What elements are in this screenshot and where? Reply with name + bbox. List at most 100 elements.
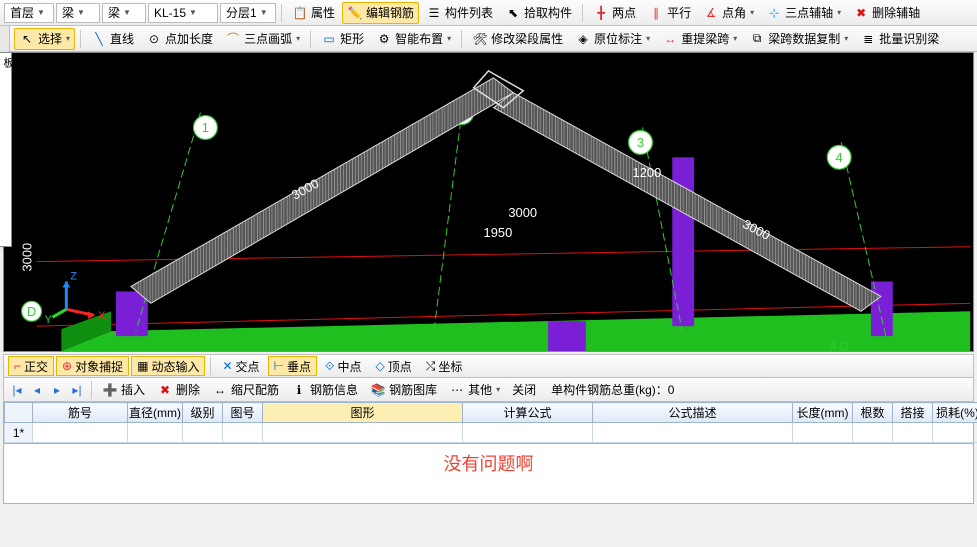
col-1[interactable]: 直径(mm) xyxy=(128,403,183,423)
cell-1-10[interactable] xyxy=(933,423,977,443)
list-icon: ☰ xyxy=(426,5,442,21)
modify-segment-button[interactable]: 🛠修改梁段属性 xyxy=(467,28,568,50)
other-icon: ⋯ xyxy=(449,382,465,398)
span-copy-button[interactable]: ⧉梁跨数据复制▾ xyxy=(744,28,853,50)
line-button[interactable]: ╲直线 xyxy=(86,28,139,50)
osnap-toggle[interactable]: ⊕对象捕捉 xyxy=(56,356,129,376)
three-point-aux-button[interactable]: ⊹三点辅轴▾ xyxy=(761,2,846,24)
cursor-icon: ↖ xyxy=(19,31,35,47)
svg-text:3000: 3000 xyxy=(508,205,537,220)
info-icon: ℹ xyxy=(291,382,307,398)
svg-text:1200: 1200 xyxy=(633,165,662,180)
model-viewport[interactable]: 1 2 3 4 3000 3000 1950 1200 3000 3000 D … xyxy=(3,52,974,352)
batch-identify-button[interactable]: ≣批量识别梁 xyxy=(855,28,944,50)
floor-dropdown[interactable]: 首层▼ xyxy=(4,3,54,23)
svg-text:3: 3 xyxy=(637,135,644,150)
cell-1-8[interactable] xyxy=(853,423,893,443)
edit-rebar-button[interactable]: ✏️编辑钢筋 xyxy=(342,2,419,24)
col-8[interactable]: 根数 xyxy=(853,403,893,423)
cell-1-5[interactable] xyxy=(463,423,593,443)
vertex-button[interactable]: ◇顶点 xyxy=(370,356,418,376)
delete-button[interactable]: ✖删除 xyxy=(152,379,205,401)
two-point-button[interactable]: ╋两点 xyxy=(588,2,641,24)
parallel-icon: ∥ xyxy=(648,5,664,21)
rebar-info-button[interactable]: ℹ钢筋信息 xyxy=(286,379,363,401)
point-angle-button[interactable]: ∡点角▾ xyxy=(698,2,759,24)
table-toolbar: |◂ ◂ ▸ ▸| ➕插入 ✖删除 ↔缩尺配筋 ℹ钢筋信息 📚钢筋图库 ⋯其他▾… xyxy=(3,378,974,402)
coord-button[interactable]: ⤭坐标 xyxy=(420,356,469,376)
osnap-icon: ⊕ xyxy=(62,359,72,373)
delete-icon: ✖ xyxy=(157,382,173,398)
col-3[interactable]: 图号 xyxy=(223,403,263,423)
cell-1-7[interactable] xyxy=(793,423,853,443)
col-6[interactable]: 公式描述 xyxy=(593,403,793,423)
perp-button[interactable]: ⊢垂点 xyxy=(268,356,317,376)
insert-button[interactable]: ➕插入 xyxy=(97,379,150,401)
other-button[interactable]: ⋯其他▾ xyxy=(444,379,505,401)
cell-1-1[interactable] xyxy=(128,423,183,443)
col-2[interactable]: 级别 xyxy=(183,403,223,423)
span-icon: ↔ xyxy=(662,31,678,47)
redefine-span-button[interactable]: ↔重提梁跨▾ xyxy=(657,28,742,50)
cat2-dropdown[interactable]: 梁▼ xyxy=(102,3,146,23)
scale-rebar-button[interactable]: ↔缩尺配筋 xyxy=(207,379,284,401)
edit-rebar-icon: ✏️ xyxy=(347,5,363,21)
close-button[interactable]: 关闭 xyxy=(507,379,541,401)
col-5[interactable]: 计算公式 xyxy=(463,403,593,423)
toolbar-draw: ↖选择▾ ╲直线 ⊙点加长度 ⌒三点画弧▾ ▭矩形 ⚙智能布置▾ 🛠修改梁段属性… xyxy=(10,26,977,52)
nav-first[interactable]: |◂ xyxy=(8,381,26,399)
rect-button[interactable]: ▭矩形 xyxy=(316,28,369,50)
col-4[interactable]: 图形 xyxy=(263,403,463,423)
total-weight: 单构件钢筋总重(kg)：0 xyxy=(551,381,674,398)
point-length-button[interactable]: ⊙点加长度 xyxy=(141,28,218,50)
cell-1-9[interactable] xyxy=(893,423,933,443)
two-point-icon: ╋ xyxy=(593,5,609,21)
properties-button[interactable]: 📋属性 xyxy=(287,2,340,24)
column-4 xyxy=(871,281,893,336)
cell-1-0[interactable] xyxy=(33,423,128,443)
svg-text:Y: Y xyxy=(44,314,52,326)
select-button[interactable]: ↖选择▾ xyxy=(14,28,75,50)
row-header-1[interactable]: 1* xyxy=(5,423,33,443)
arc-icon: ⌒ xyxy=(225,31,241,47)
col-9[interactable]: 搭接 xyxy=(893,403,933,423)
cell-1-3[interactable] xyxy=(223,423,263,443)
col-7[interactable]: 长度(mm) xyxy=(793,403,853,423)
inter-icon: ✕ xyxy=(222,359,232,373)
nav-prev[interactable]: ◂ xyxy=(28,381,46,399)
cell-1-2[interactable] xyxy=(183,423,223,443)
beam-left xyxy=(131,78,513,303)
side-panel-collapsed[interactable]: 板 xyxy=(0,52,12,247)
intersection-button[interactable]: ✕交点 xyxy=(216,356,265,376)
delete-aux-button[interactable]: ✖删除辅轴 xyxy=(848,2,925,24)
dyn-icon: ▦ xyxy=(137,359,148,373)
col-0[interactable]: 筋号 xyxy=(33,403,128,423)
svg-text:1: 1 xyxy=(202,120,209,135)
cell-1-4[interactable] xyxy=(263,423,463,443)
aux-icon: ⊹ xyxy=(766,5,782,21)
smart-layout-button[interactable]: ⚙智能布置▾ xyxy=(371,28,456,50)
svg-text:1950: 1950 xyxy=(484,225,513,240)
floor-label: 首层 xyxy=(10,4,34,21)
pick-member-button[interactable]: ⬉拾取构件 xyxy=(500,2,577,24)
arc3-button[interactable]: ⌒三点画弧▾ xyxy=(220,28,305,50)
nav-next[interactable]: ▸ xyxy=(48,381,66,399)
mark-icon: ◈ xyxy=(575,31,591,47)
dyn-toggle[interactable]: ▦动态输入 xyxy=(131,356,205,376)
cell-1-6[interactable] xyxy=(593,423,793,443)
orig-mark-button[interactable]: ◈原位标注▾ xyxy=(570,28,655,50)
parallel-button[interactable]: ∥平行 xyxy=(643,2,696,24)
cat1-dropdown[interactable]: 梁▼ xyxy=(56,3,100,23)
member-list-button[interactable]: ☰构件列表 xyxy=(421,2,498,24)
svg-text:4: 4 xyxy=(836,150,843,165)
member-dropdown[interactable]: KL-15▼ xyxy=(148,3,218,23)
nav-last[interactable]: ▸| xyxy=(68,381,86,399)
rect-icon: ▭ xyxy=(321,31,337,47)
col-10[interactable]: 损耗(%) xyxy=(933,403,977,423)
rebar-lib-button[interactable]: 📚钢筋图库 xyxy=(365,379,442,401)
panel-handle[interactable] xyxy=(0,26,10,52)
midpoint-button[interactable]: ⟐中点 xyxy=(319,356,367,376)
rebar-grid[interactable]: 筋号直径(mm)级别图号图形计算公式公式描述长度(mm)根数搭接损耗(%)单 1… xyxy=(3,402,974,444)
ortho-toggle[interactable]: ⌐正交 xyxy=(8,356,54,376)
layer-dropdown[interactable]: 分层1▼ xyxy=(220,3,276,23)
